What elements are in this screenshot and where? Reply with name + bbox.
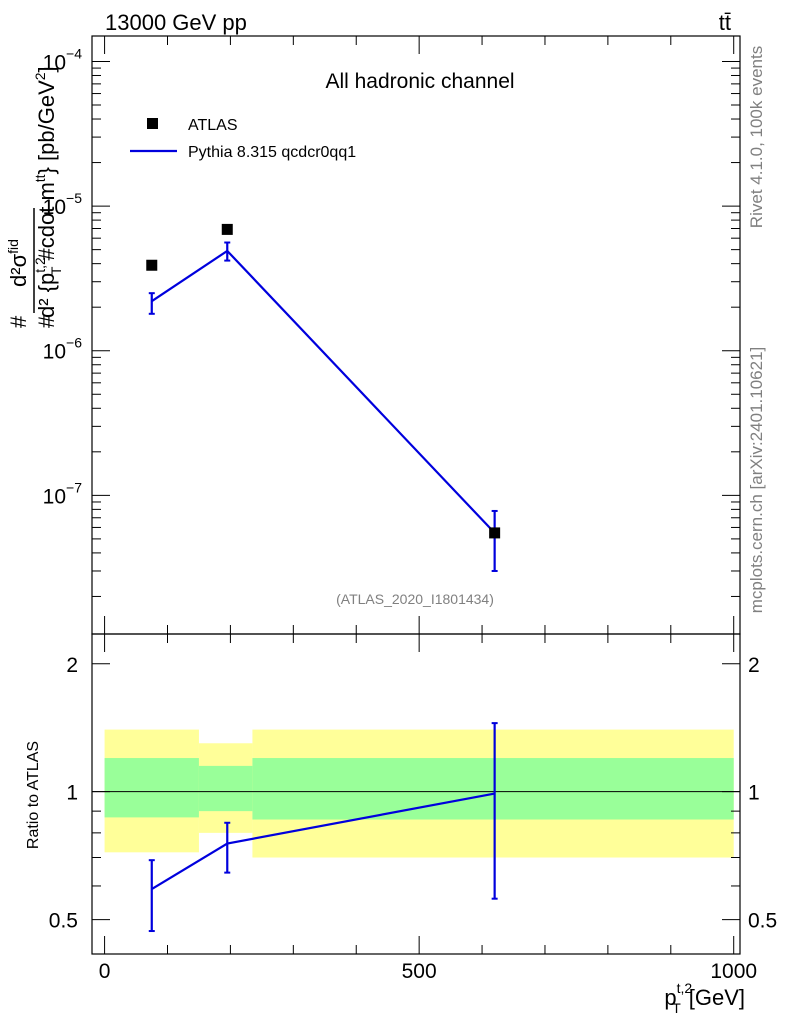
rivet-label: Rivet 4.1.0, 100k events: [747, 46, 766, 228]
ratio-green-band: [104, 758, 199, 818]
chart-title: All hadronic channel: [325, 70, 514, 93]
source-label: mcplots.cern.ch [arXiv:2401.10621]: [747, 347, 766, 613]
main-y-tick-label: 10−4: [43, 45, 83, 74]
ratio-green-band: [198, 765, 253, 812]
main-y-tick-label: 10−7: [43, 479, 83, 508]
ratio-y-tick-label-right: 0.5: [748, 910, 777, 933]
energy-label: 13000 GeV pp: [105, 10, 247, 35]
x-tick-label: 500: [402, 960, 437, 983]
atlas-point: [146, 259, 158, 271]
ratio-y-tick-label-right: 2: [748, 654, 760, 677]
x-tick-label: 1000: [710, 960, 757, 983]
main-y-ticks: 10−7 10−6 10−5 10−4: [43, 45, 740, 597]
legend-atlas-marker: [147, 118, 158, 129]
legend-atlas-label: ATLAS: [188, 117, 238, 134]
x-axis-title: pt,2 T [GeV]: [664, 980, 745, 1016]
ratio-y-axis-title: Ratio to ATLAS: [25, 741, 42, 849]
x-ticks: 0 500 1000: [99, 36, 757, 983]
atlas-point: [489, 527, 501, 539]
main-y-title-hash-top: #: [6, 315, 31, 328]
legend: ATLAS Pythia 8.315 qcdcr0qq1: [130, 117, 356, 161]
x-tick-label: 0: [99, 960, 111, 983]
main-y-title-denominator: d² {pt,2T #cdot mtt} [pb/GeV2]: [32, 66, 64, 318]
ratio-ticks: 0.5 0.5 1 1 2 2: [49, 654, 777, 933]
main-y-tick-label: 10−6: [43, 335, 83, 364]
main-y-title-numerator: d²σfid: [5, 239, 31, 287]
main-y-title-hash-bottom: #: [34, 315, 59, 328]
main-y-tick-label: 10−5: [43, 190, 83, 219]
main-y-axis-title: # d²σfid # d² {pt,2T #cdot mtt} [pb/GeV2…: [5, 66, 64, 328]
pythia-line: [151, 249, 496, 534]
analysis-id: (ATLAS_2020_I1801434): [336, 591, 494, 607]
ratio-panel-frame: [91, 633, 741, 955]
ratio-y-tick-label: 1: [66, 782, 78, 805]
ratio-marks: [148, 722, 498, 933]
main-marks: [146, 223, 501, 572]
legend-pythia-label: Pythia 8.315 qcdcr0qq1: [188, 144, 356, 161]
ratio-bands: [92, 729, 740, 858]
ratio-y-tick-label-right: 1: [748, 782, 760, 805]
ratio-y-tick-label: 2: [66, 654, 78, 677]
atlas-point: [221, 223, 233, 235]
ratio-y-tick-label: 0.5: [49, 910, 78, 933]
ratio-green-band: [252, 758, 734, 820]
process-label: tt̄: [719, 10, 731, 35]
